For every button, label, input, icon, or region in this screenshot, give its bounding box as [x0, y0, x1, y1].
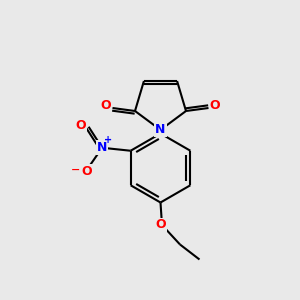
Text: O: O	[75, 119, 86, 132]
Text: N: N	[97, 141, 107, 154]
Text: O: O	[155, 218, 166, 232]
Text: +: +	[104, 135, 112, 145]
Text: O: O	[82, 165, 92, 178]
Text: −: −	[71, 165, 81, 175]
Text: O: O	[100, 99, 111, 112]
Text: N: N	[155, 123, 166, 136]
Text: O: O	[210, 99, 220, 112]
